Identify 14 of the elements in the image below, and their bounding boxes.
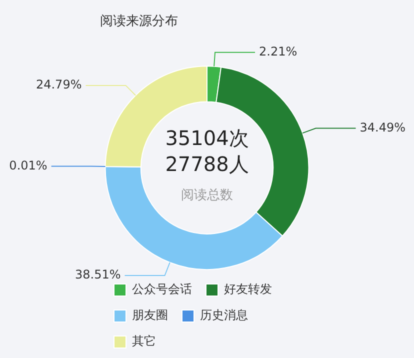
text: 35104次 [165,126,249,150]
legend-label: 其它 [132,334,156,348]
legend-label: 历史消息 [200,308,248,322]
data-label: 34.49% [360,120,406,134]
text: 27788人 [165,152,249,176]
text: 阅读总数 [181,188,233,204]
legend-label: 好友转发 [224,282,272,296]
data-label: 2.21% [259,44,298,59]
legend-label: 朋友圈 [132,308,168,322]
data-label: 24.79% [36,78,82,92]
data-label: 0.01% [9,158,48,172]
data-label: 38.51% [74,268,121,282]
legend-label: 公众号会话 [132,282,192,296]
chart-title: 阅读来源分布 [100,14,178,30]
